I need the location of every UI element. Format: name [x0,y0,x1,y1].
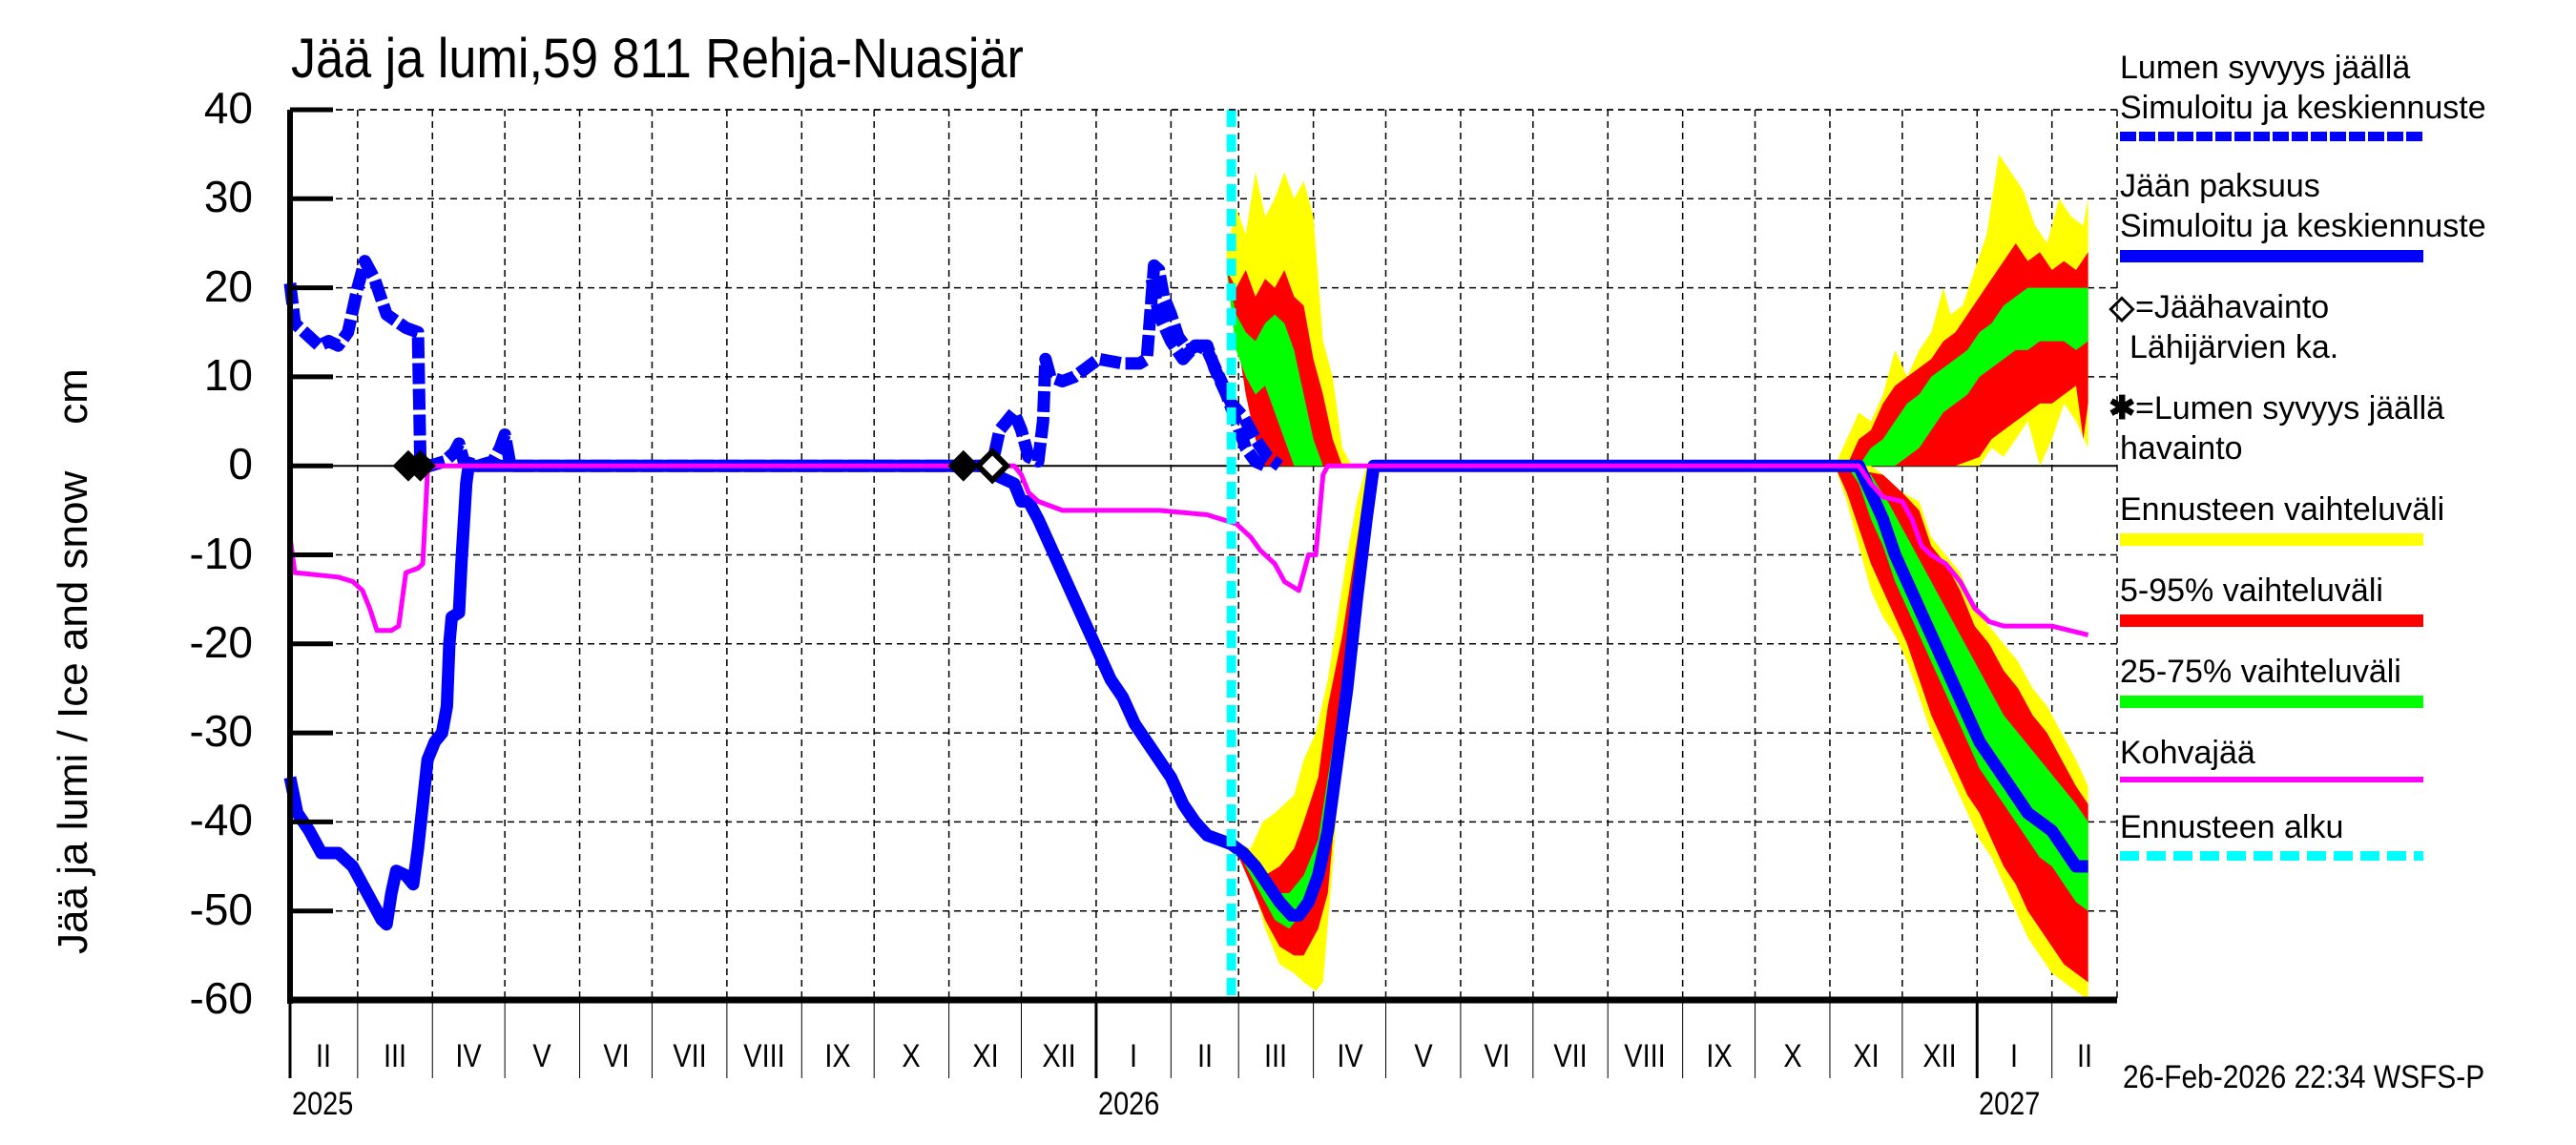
y-tick-label: 20 [203,260,253,311]
month-label: IV [1336,1038,1363,1074]
grid-lines [290,109,2117,1000]
y-tick-label: -30 [189,706,253,757]
legend-swatch-ice-solid [2120,250,2423,262]
y-tick-label: -60 [189,973,253,1023]
legend-swatch-magenta [2120,777,2423,782]
legend-item-range-25-75: 25-75% vaihteluväli [2120,652,2568,708]
year-label: 2025 [292,1086,354,1122]
legend-swatch-cyan-dashed [2120,851,2423,861]
legend: Lumen syvyys jäällä Simuloitu ja keskien… [2109,48,2568,885]
y-tick-label: 10 [203,349,253,400]
chart-title: Jää ja lumi,59 811 Rehja-Nuasjär [291,28,1024,90]
legend-label: Lumen syvyys jäällä [2120,50,2411,86]
month-label: VIII [743,1038,785,1074]
y-tick-label: -40 [189,795,253,845]
month-label: X [902,1038,922,1074]
month-label: VII [672,1038,707,1074]
y-tick-label: -10 [189,528,253,578]
month-label: IV [455,1038,482,1074]
legend-label: Kohvajää [2120,735,2255,771]
month-label: II [1196,1038,1213,1074]
observation-markers [392,447,1011,485]
legend-item-range-5-95: 5-95% vaihteluväli [2120,571,2568,627]
month-label: VII [1553,1038,1588,1074]
legend-label: Ennusteen alku [2120,809,2344,845]
month-label: V [532,1038,551,1074]
month-label: XII [1042,1038,1076,1074]
month-label: III [1264,1038,1288,1074]
y-tick-label: 30 [203,172,253,222]
month-label: IX [824,1038,851,1074]
month-label: II [316,1038,332,1074]
legend-swatch-snow-dashed [2120,132,2423,141]
legend-swatch-green [2120,696,2423,708]
month-label: X [1783,1038,1802,1074]
legend-label: havainto [2120,430,2243,467]
month-label: XII [1922,1038,1957,1074]
y-tick-label: -50 [189,884,253,934]
month-label: XI [971,1038,999,1074]
month-label: VI [602,1038,630,1074]
month-label: I [2010,1038,2019,1074]
legend-item-ice-observation: ◇=Jäähavainto Lähijärvien ka. [2109,287,2568,367]
month-label: III [383,1038,407,1074]
asterisk-icon: ✱ [2109,390,2136,427]
legend-label: =Jäähavainto [2135,289,2330,325]
data-series [283,255,2089,931]
legend-item-ice-thickness: Jään paksuus Simuloitu ja keskiennuste [2120,166,2568,262]
legend-label: Ennusteen vaihteluväli [2120,491,2445,528]
legend-label: Jään paksuus [2120,168,2320,204]
legend-label: =Lumen syvyys jäällä [2135,390,2445,427]
legend-label: Lähijärvien ka. [2129,329,2339,365]
legend-swatch-red [2120,614,2423,627]
year-label: 2026 [1097,1086,1160,1122]
month-label: VI [1484,1038,1510,1074]
legend-item-forecast-start: Ennusteen alku [2120,807,2568,861]
legend-label: Simuloitu ja keskiennuste [2120,208,2486,244]
legend-label: 5-95% vaihteluväli [2120,572,2383,609]
y-tick-label: 40 [203,83,253,133]
legend-item-snow-observation: ✱=Lumen syvyys jäällä havainto [2109,388,2568,468]
month-label: IX [1705,1038,1733,1074]
month-label: XI [1853,1038,1880,1074]
year-label: 2027 [1979,1086,2041,1122]
legend-label: Simuloitu ja keskiennuste [2120,90,2486,126]
axes [287,107,2118,1078]
legend-item-range-full: Ennusteen vaihteluväli [2120,489,2568,546]
legend-item-slush: Kohvajää [2120,733,2568,782]
legend-label: 25-75% vaihteluväli [2120,654,2401,690]
month-label: I [1130,1038,1138,1074]
y-tick-label: -20 [189,616,253,667]
month-label: VIII [1624,1038,1667,1074]
y-tick-label: 0 [228,439,253,489]
legend-swatch-yellow [2120,533,2423,546]
month-label: V [1414,1038,1433,1074]
month-label: II [2076,1038,2092,1074]
legend-item-snow-depth: Lumen syvyys jäällä Simuloitu ja keskien… [2120,48,2568,141]
diamond-icon: ◇ [2109,289,2135,325]
timestamp: 26-Feb-2026 22:34 WSFS-P [2123,1059,2485,1095]
